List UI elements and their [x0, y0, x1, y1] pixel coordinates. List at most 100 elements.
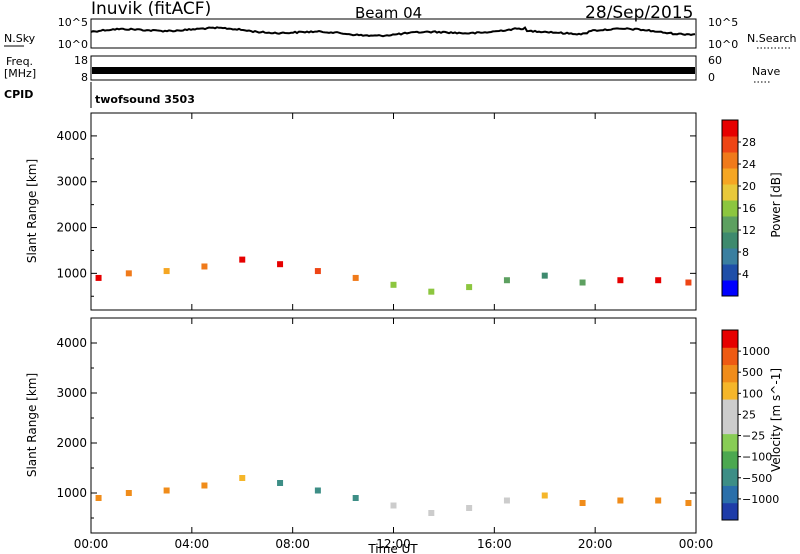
power-colorbar-segment: [722, 264, 738, 281]
velocity-colorbar-tick-label: 100: [742, 387, 763, 400]
velocity-data-point: [239, 475, 246, 481]
velocity-ylabel: Slant Range [km]: [25, 373, 39, 477]
velocity-x-ticks: 00:00 04:00 08:00 12:00 16:00 20:00 00:00: [74, 113, 714, 551]
power-data-point: [579, 279, 586, 286]
nsky-strip: N.Sky 10^5 10^0 10^5 10^0 N.Search: [4, 16, 797, 51]
power-ytick-label: 2000: [56, 221, 87, 235]
power-colorbar-segment: [722, 184, 738, 201]
freq-label: Freq.: [6, 55, 33, 68]
power-data-point: [201, 263, 208, 270]
power-colorbar-segment: [722, 136, 738, 153]
cpid-value: twofsound 3503: [95, 93, 195, 106]
nsearch-label: N.Search: [747, 32, 797, 45]
velocity-colorbar-tick-label: −500: [742, 472, 772, 485]
power-colorbar-tick-label: 20: [742, 180, 756, 193]
power-data-point: [239, 256, 246, 263]
velocity-colorbar-segment: [722, 450, 738, 469]
velocity-xlabel: Time UT: [367, 542, 418, 554]
velocity-data-point: [352, 495, 359, 501]
power-data-point: [541, 272, 548, 279]
velocity-data-point: [95, 495, 102, 501]
velocity-data-point: [466, 505, 473, 511]
velocity-data-point: [655, 497, 662, 504]
power-data-point: [503, 277, 510, 284]
power-data-point: [466, 284, 473, 291]
velocity-frame: [90, 317, 697, 534]
velocity-data-point: [125, 490, 132, 496]
velocity-colorbar-segment: [722, 347, 738, 366]
freq-tick-top: 18: [74, 54, 88, 67]
power-colorbar-segment: [722, 280, 738, 297]
power-colorbar-segment: [722, 152, 738, 169]
date-title: 28/Sep/2015: [585, 3, 693, 23]
xtick-label: 16:00: [477, 537, 512, 551]
power-ytick-label: 3000: [56, 175, 87, 189]
power-y-ticks: 1000 2000 3000 4000: [56, 129, 696, 297]
power-ytick-label: 4000: [56, 129, 87, 143]
nsky-frame: [90, 18, 697, 49]
velocity-colorbar-segment: [722, 364, 738, 383]
power-data-point: [428, 288, 435, 295]
power-colorbar-tick-label: 16: [742, 202, 756, 215]
freq-tick-bottom: 8: [81, 71, 88, 84]
velocity-colorbar-segment: [722, 381, 738, 400]
power-data-point: [390, 281, 397, 288]
velocity-ytick-label: 2000: [56, 436, 87, 450]
power-colorbar-tick-label: 12: [742, 224, 756, 237]
cpid-label: CPID: [4, 88, 33, 101]
power-colorbar-segment: [722, 216, 738, 233]
velocity-scatter: [95, 475, 692, 516]
power-data-point: [125, 270, 132, 277]
velocity-data-point: [163, 487, 170, 494]
station-title: Inuvik (fitACF): [91, 0, 211, 19]
velocity-data-point: [503, 497, 510, 504]
velocity-colorbar-segment: [722, 433, 738, 452]
xtick-label: 08:00: [275, 537, 310, 551]
xtick-label: 00:00: [679, 537, 714, 551]
velocity-ytick-label: 4000: [56, 336, 87, 350]
velocity-colorbar-segment: [722, 502, 738, 521]
velocity-colorbar-tick-label: 1000: [742, 345, 770, 358]
velocity-colorbar-label: Velocity [m s^-1]: [769, 368, 783, 472]
velocity-colorbar: Velocity [m s^-1] 1000 500 100 25 −25 −100 −50…: [721, 329, 783, 521]
power-data-point: [277, 261, 284, 268]
power-data-point: [685, 279, 692, 286]
velocity-colorbar-segment: [722, 485, 738, 504]
power-colorbar-segment: [722, 232, 738, 249]
velocity-data-point: [617, 497, 624, 504]
power-data-point: [314, 268, 321, 275]
power-colorbar-tick-label: 4: [742, 268, 749, 281]
nsky-trace: [90, 26, 696, 38]
nsky-tick-top: 10^5: [58, 16, 88, 29]
freq-strip: Freq. [MHz] 18 8 60 0 Nave: [4, 54, 780, 84]
velocity-colorbar-tick-label: −100: [742, 451, 772, 464]
power-data-point: [163, 268, 170, 275]
power-frame: [90, 112, 697, 311]
velocity-colorbar-segment: [722, 399, 738, 417]
power-colorbar-segment: [722, 248, 738, 265]
power-ylabel: Slant Range [km]: [25, 159, 39, 263]
velocity-colorbar-tick-label: −1000: [742, 493, 779, 506]
power-colorbar-segment: [722, 120, 738, 137]
velocity-data-point: [685, 500, 692, 506]
velocity-data-point: [541, 492, 548, 499]
power-scatter: [95, 256, 692, 295]
velocity-data-point: [579, 500, 586, 506]
power-colorbar-label: Power [dB]: [769, 172, 783, 237]
nsearch-tick-bottom: 10^0: [708, 38, 738, 51]
nsearch-tick-top: 10^5: [708, 16, 738, 29]
power-colorbar-segment: [722, 200, 738, 217]
velocity-panel: 1000 2000 3000 4000 00:00 04:00 08:00 12:00 16:…: [25, 113, 713, 554]
xtick-label: 04:00: [175, 537, 210, 551]
power-colorbar-tick-label: 24: [742, 158, 756, 171]
velocity-data-point: [390, 502, 397, 509]
nave-label: Nave: [752, 65, 780, 78]
velocity-data-point: [277, 480, 284, 486]
velocity-data-point: [201, 482, 208, 489]
velocity-colorbar-frame: [721, 329, 739, 521]
velocity-colorbar-tick-label: 25: [742, 408, 756, 421]
beam-title: Beam 04: [355, 4, 422, 22]
cpid-strip: CPID twofsound 3503: [4, 82, 195, 108]
power-colorbar: Power [dB] 28 24 20 16 12 8 4: [721, 119, 783, 297]
velocity-colorbar-segment: [722, 330, 738, 348]
